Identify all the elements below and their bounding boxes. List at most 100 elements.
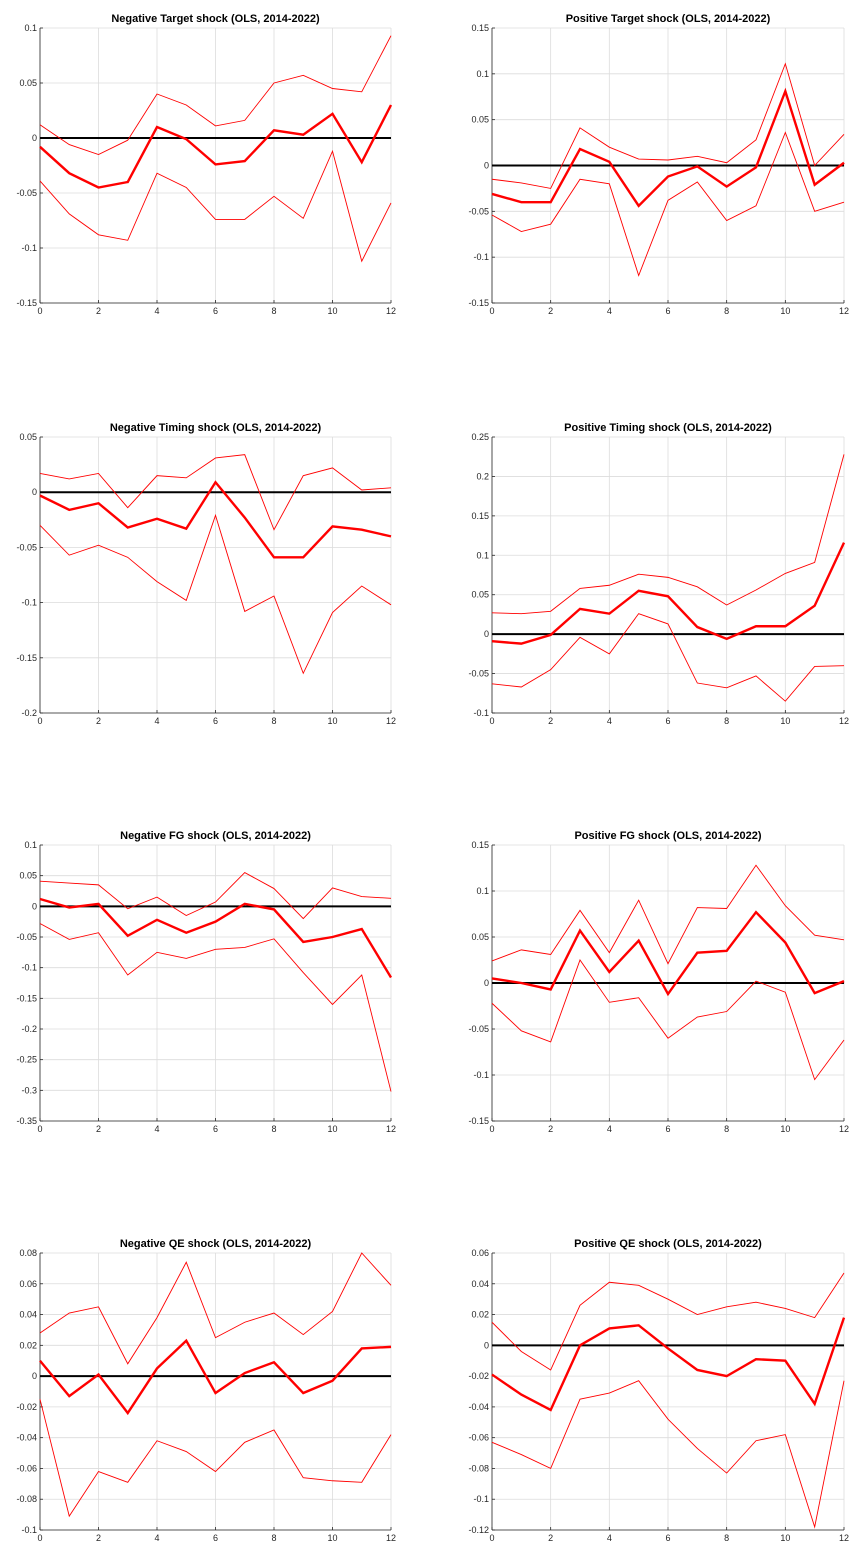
y-tick-label: -0.12 [468,1525,489,1535]
x-tick-label: 0 [37,1124,42,1134]
y-tick-label: 0.2 [476,471,489,481]
y-tick-label: 0.05 [471,590,489,600]
y-tick-label: -0.05 [16,932,37,942]
y-tick-label: 0 [32,901,37,911]
x-tick-label: 4 [607,1124,612,1134]
x-tick-label: 12 [386,716,396,726]
y-tick-label: -0.06 [468,1433,489,1443]
y-tick-label: -0.35 [16,1116,37,1126]
y-tick-label: -0.15 [468,1116,489,1126]
y-tick-label: 0 [32,133,37,143]
y-tick-label: -0.2 [21,708,37,718]
y-tick-label: 0.05 [471,932,489,942]
x-tick-label: 0 [37,716,42,726]
x-tick-label: 12 [839,1533,849,1543]
y-tick-label: 0 [484,978,489,988]
x-tick-label: 2 [96,716,101,726]
y-tick-label: 0.02 [19,1340,37,1350]
x-tick-label: 12 [839,1124,849,1134]
x-tick-label: 6 [665,1533,670,1543]
y-tick-label: -0.05 [468,669,489,679]
x-tick-label: 2 [548,306,553,316]
x-tick-label: 12 [386,1533,396,1543]
x-tick-label: 8 [271,306,276,316]
y-tick-label: 0 [32,1371,37,1381]
chart-title: Negative QE shock (OLS, 2014-2022) [120,1238,312,1250]
y-tick-label: 0.1 [476,886,489,896]
y-tick-label: -0.05 [468,1024,489,1034]
x-tick-label: 6 [665,306,670,316]
y-tick-label: 0 [484,161,489,171]
x-tick-label: 6 [213,1533,218,1543]
y-tick-label: 0.05 [471,115,489,125]
y-tick-label: -0.15 [468,298,489,308]
y-tick-label: 0.05 [19,78,37,88]
x-tick-label: 0 [489,1124,494,1134]
x-tick-label: 2 [548,1124,553,1134]
x-tick-label: 2 [548,1533,553,1543]
x-tick-label: 8 [724,306,729,316]
y-tick-label: -0.15 [16,653,37,663]
x-tick-label: 8 [271,1124,276,1134]
x-tick-label: 2 [96,1124,101,1134]
x-tick-label: 6 [665,716,670,726]
x-tick-label: 10 [327,306,337,316]
chart-title: Negative Target shock (OLS, 2014-2022) [111,13,320,25]
x-tick-label: 2 [96,306,101,316]
y-tick-label: 0.05 [19,871,37,881]
y-tick-label: -0.1 [21,243,37,253]
y-tick-label: -0.02 [16,1402,37,1412]
y-tick-label: -0.15 [16,993,37,1003]
y-tick-label: 0.1 [476,69,489,79]
x-tick-label: 4 [154,716,159,726]
chart-title: Positive Target shock (OLS, 2014-2022) [566,13,771,25]
x-tick-label: 4 [607,1533,612,1543]
y-tick-label: -0.04 [16,1433,37,1443]
x-tick-label: 10 [780,716,790,726]
y-tick-label: -0.02 [468,1371,489,1381]
y-tick-label: 0 [484,1340,489,1350]
y-tick-label: -0.1 [21,963,37,973]
x-tick-label: 6 [213,1124,218,1134]
y-tick-label: -0.1 [21,598,37,608]
x-tick-label: 10 [780,1533,790,1543]
y-tick-label: -0.1 [21,1525,37,1535]
chart-title: Negative Timing shock (OLS, 2014-2022) [110,422,322,434]
y-tick-label: -0.05 [16,188,37,198]
x-tick-label: 4 [607,306,612,316]
y-tick-label: -0.1 [473,1070,489,1080]
y-tick-label: 0.04 [19,1310,37,1320]
y-tick-label: -0.05 [16,542,37,552]
x-tick-label: 0 [489,716,494,726]
x-tick-label: 8 [271,716,276,726]
y-tick-label: 0.25 [471,432,489,442]
y-tick-label: -0.08 [16,1494,37,1504]
y-tick-label: 0.05 [19,432,37,442]
y-tick-label: 0.1 [24,840,37,850]
x-tick-label: 8 [271,1533,276,1543]
x-tick-label: 10 [780,306,790,316]
chart-title: Positive QE shock (OLS, 2014-2022) [574,1238,762,1250]
x-tick-label: 0 [489,306,494,316]
x-tick-label: 10 [780,1124,790,1134]
chart-title: Negative FG shock (OLS, 2014-2022) [120,830,311,842]
x-tick-label: 6 [213,716,218,726]
y-tick-label: 0.15 [471,23,489,33]
y-tick-label: 0.02 [471,1310,489,1320]
y-tick-label: -0.04 [468,1402,489,1412]
y-tick-label: 0.1 [476,550,489,560]
y-tick-label: -0.2 [21,1024,37,1034]
y-tick-label: 0.15 [471,840,489,850]
y-tick-label: 0 [484,629,489,639]
x-tick-label: 12 [839,716,849,726]
x-tick-label: 12 [386,306,396,316]
chart-title: Positive FG shock (OLS, 2014-2022) [574,830,761,842]
